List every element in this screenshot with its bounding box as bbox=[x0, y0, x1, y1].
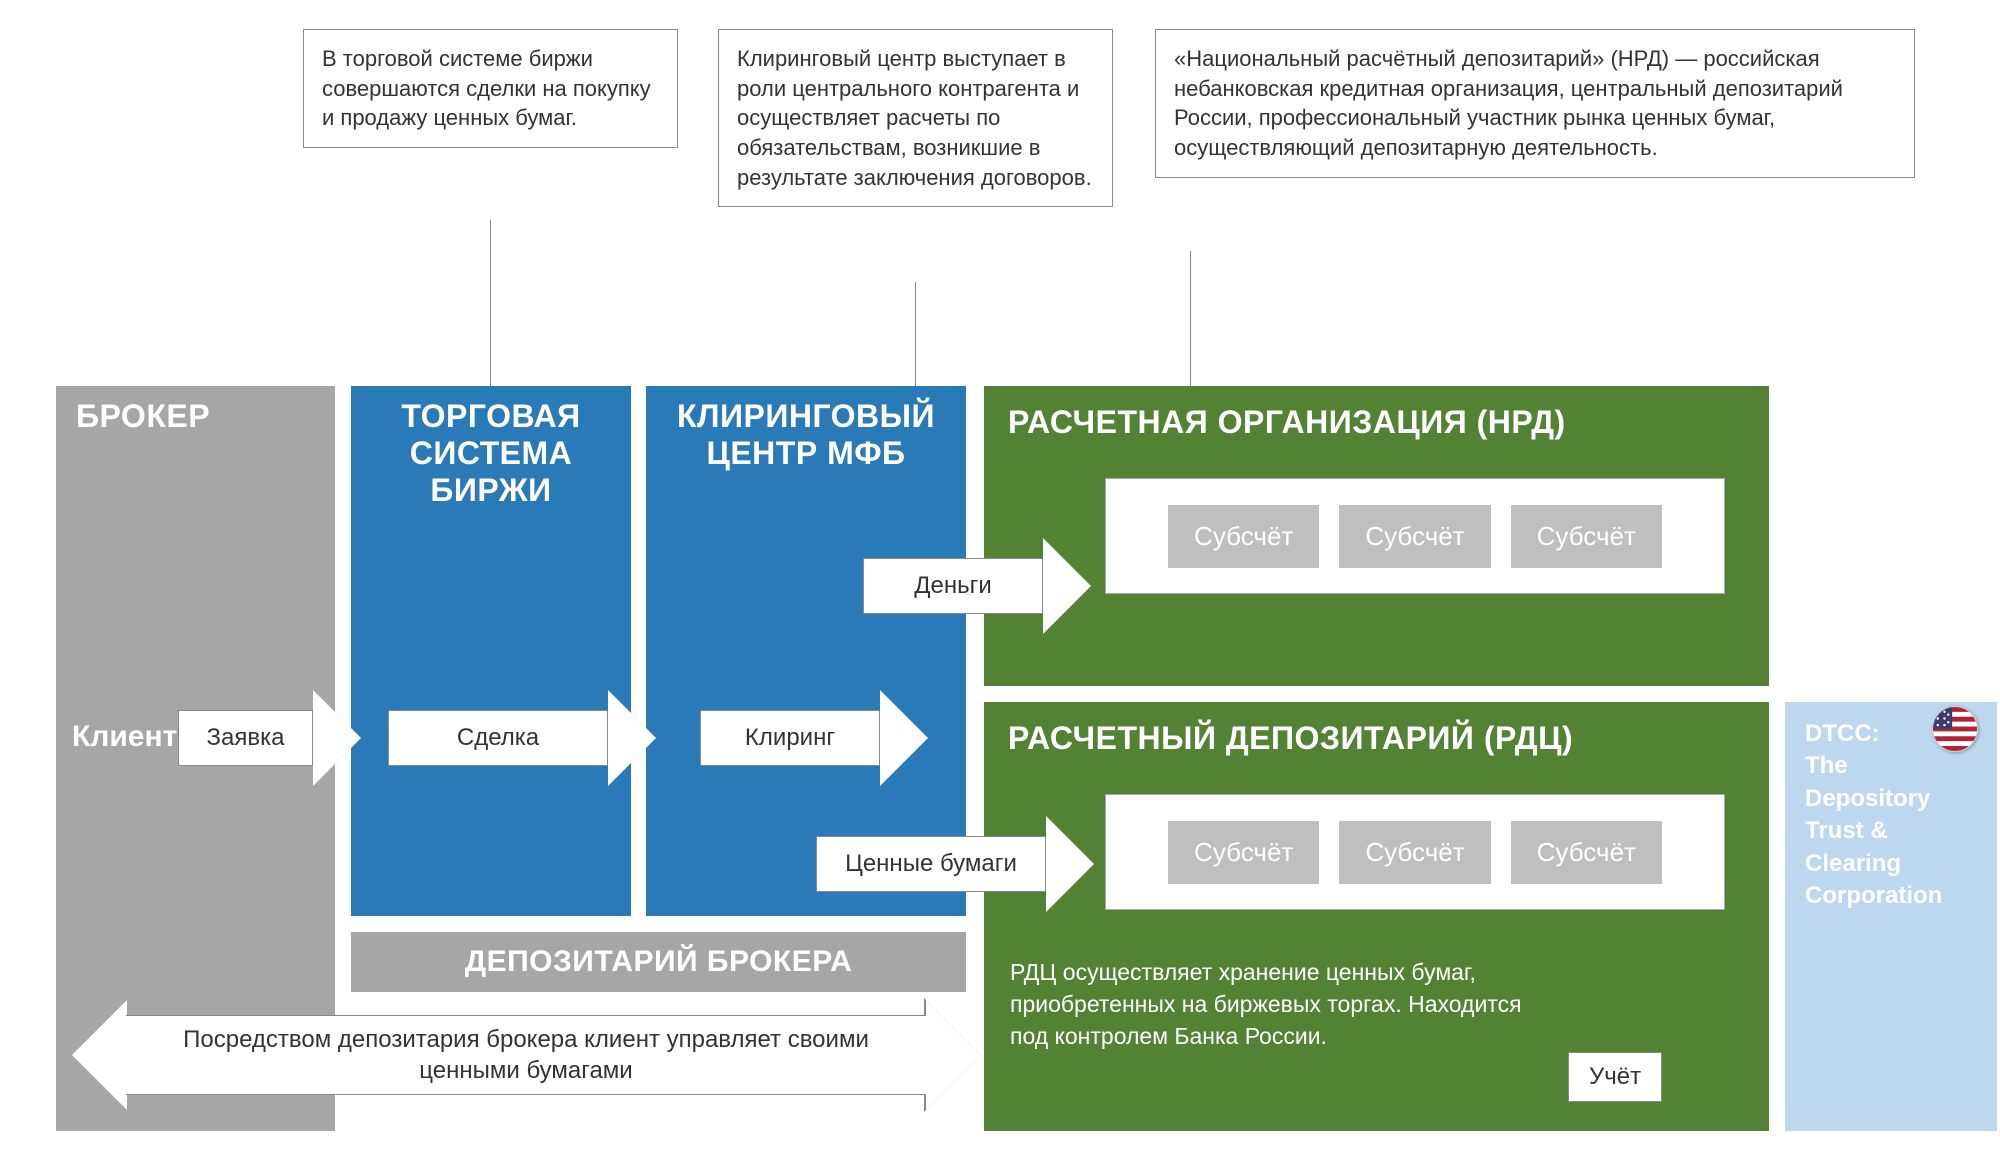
arrow-money-head bbox=[1043, 538, 1091, 634]
callout-trading: В торговой системе биржи совершаются сде… bbox=[303, 29, 678, 148]
clearing-title-l2: ЦЕНТР МФБ bbox=[666, 435, 946, 472]
nrd-sub-panel: Субсчёт Субсчёт Субсчёт bbox=[1105, 478, 1725, 594]
arrow-clearing-head bbox=[880, 690, 928, 786]
rdc-note: РДЦ осуществляет хранение ценных бумаг, … bbox=[1010, 956, 1540, 1053]
callout-line-nrd bbox=[1190, 251, 1191, 386]
rdc-sub-panel: Субсчёт Субсчёт Субсчёт bbox=[1105, 794, 1725, 910]
dtcc-block: DTCC: The Depository Trust & Clearing Co… bbox=[1785, 702, 1997, 1131]
rdc-title: РАСЧЕТНЫЙ ДЕПОЗИТАРИЙ (РДЦ) bbox=[1004, 714, 1749, 763]
dtcc-l5: Clearing bbox=[1805, 848, 1977, 880]
arrow-securities: Ценные бумаги bbox=[816, 836, 1046, 892]
callout-line-clearing bbox=[915, 282, 916, 386]
client-label: Клиент bbox=[72, 720, 177, 754]
rdc-sub-1: Субсчёт bbox=[1168, 821, 1319, 884]
trading-block: ТОРГОВАЯ СИСТЕМА БИРЖИ bbox=[351, 386, 631, 916]
depo-double-body: Посредством депозитария брокера клиент у… bbox=[126, 1015, 926, 1095]
dtcc-l2: The bbox=[1805, 750, 1977, 782]
arrow-securities-head bbox=[1046, 816, 1094, 912]
callout-line-trading bbox=[490, 220, 491, 386]
arrow-money: Деньги bbox=[863, 558, 1043, 614]
depo-broker-block: ДЕПОЗИТАРИЙ БРОКЕРА bbox=[351, 932, 966, 992]
rdc-sub-3: Субсчёт bbox=[1511, 821, 1662, 884]
depo-double-right-head bbox=[926, 1000, 981, 1110]
dtcc-l4: Trust & bbox=[1805, 815, 1977, 847]
clearing-title-l1: КЛИРИНГОВЫЙ bbox=[666, 398, 946, 435]
arrow-order-head bbox=[313, 690, 361, 786]
callout-clearing: Клиринговый центр выступает в роли центр… bbox=[718, 29, 1113, 207]
callout-nrd: «Национальный расчётный депозитарий» (НР… bbox=[1155, 29, 1915, 178]
diagram-container: В торговой системе биржи совершаются сде… bbox=[0, 0, 2000, 1159]
trading-title-l2: СИСТЕМА bbox=[371, 435, 611, 472]
nrd-title: РАСЧЕТНАЯ ОРГАНИЗАЦИЯ (НРД) bbox=[1004, 398, 1749, 447]
arrow-deal: Сделка bbox=[388, 710, 608, 766]
trading-title-l3: БИРЖИ bbox=[371, 472, 611, 509]
arrow-order: Заявка bbox=[178, 710, 313, 766]
arrow-clearing: Клиринг bbox=[700, 710, 880, 766]
dtcc-l3: Depository bbox=[1805, 783, 1977, 815]
dtcc-l6: Corporation bbox=[1805, 880, 1977, 912]
broker-title: БРОКЕР bbox=[76, 398, 315, 435]
us-flag-icon bbox=[1932, 706, 1978, 752]
uchet-box: Учёт bbox=[1568, 1052, 1662, 1102]
depo-broker-title: ДЕПОЗИТАРИЙ БРОКЕРА bbox=[465, 945, 853, 979]
depo-double-left-head bbox=[72, 1000, 127, 1110]
nrd-sub-3: Субсчёт bbox=[1511, 505, 1662, 568]
rdc-sub-2: Субсчёт bbox=[1339, 821, 1490, 884]
trading-title-l1: ТОРГОВАЯ bbox=[371, 398, 611, 435]
arrow-deal-head bbox=[608, 690, 656, 786]
nrd-sub-1: Субсчёт bbox=[1168, 505, 1319, 568]
nrd-sub-2: Субсчёт bbox=[1339, 505, 1490, 568]
